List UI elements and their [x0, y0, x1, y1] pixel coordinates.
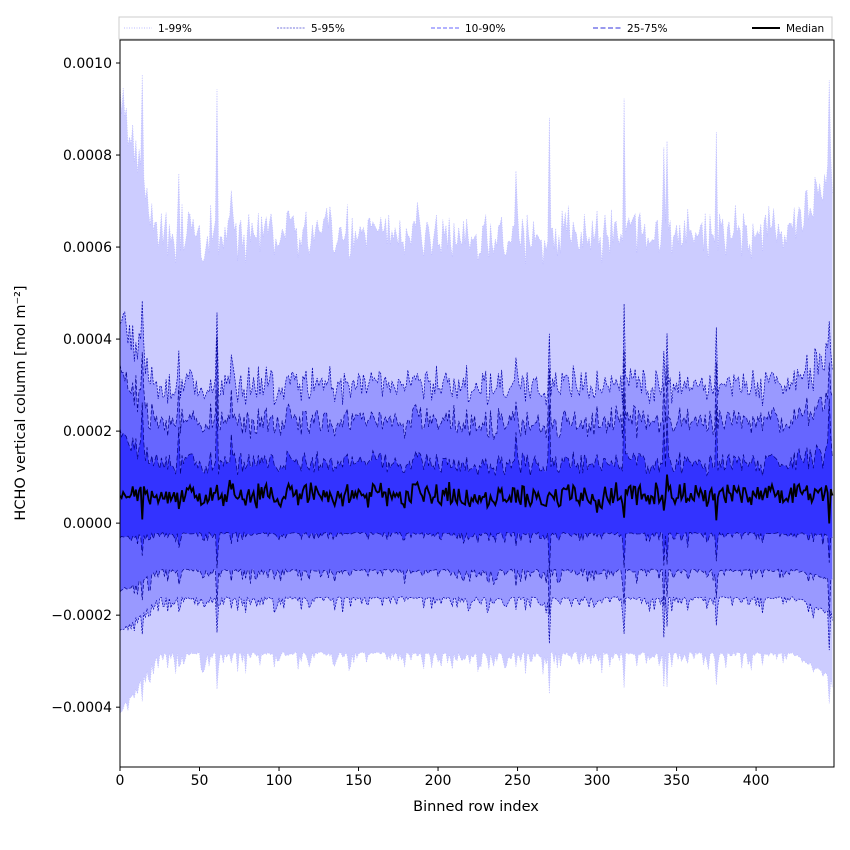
percentile-bands	[120, 74, 833, 713]
percentile-lines	[120, 74, 834, 713]
y-tick-label: 0.0010	[63, 56, 112, 72]
x-tick-label: 200	[425, 773, 452, 789]
legend-label: 5-95%	[311, 23, 345, 35]
legend-label: 25-75%	[627, 23, 668, 35]
y-tick-label: 0.0004	[63, 332, 112, 348]
band-25-75%	[120, 389, 833, 573]
line-10-90%-hi	[120, 336, 833, 440]
y-tick-label: −0.0004	[51, 700, 112, 716]
x-tick-label: 150	[345, 773, 372, 789]
legend-label: 1-99%	[158, 23, 192, 35]
line-5-95%-lo	[120, 595, 833, 651]
y-tick-label: 0.0006	[63, 240, 112, 256]
line-25-75%-lo	[120, 531, 833, 574]
legend-label: Median	[786, 23, 824, 35]
x-axis: 0 50 100 150 200 250 300 350 400	[116, 767, 770, 789]
y-axis: −0.0004 −0.0002 0.0000 0.0002 0.0004 0.0006 0.…	[51, 56, 120, 716]
y-tick-label: 0.0008	[63, 148, 112, 164]
line-5-95%-hi	[120, 300, 833, 406]
legend: 1-99% 5-95% 10-90% 25-75% Median	[118, 16, 833, 40]
legend-label: 10-90%	[465, 23, 506, 35]
x-tick-label: 250	[504, 773, 531, 789]
y-tick-label: −0.0002	[51, 608, 112, 624]
legend-box	[118, 16, 833, 40]
x-tick-label: 350	[663, 773, 690, 789]
x-tick-label: 100	[266, 773, 293, 789]
y-axis-title: HCHO vertical column [mol m⁻²]	[13, 285, 29, 520]
line-1-99%-hi	[120, 74, 833, 265]
median-line	[120, 474, 834, 524]
x-tick-label: 300	[584, 773, 611, 789]
line-10-90%-lo	[120, 568, 833, 618]
y-tick-label: 0.0002	[63, 424, 112, 440]
x-tick-label: 400	[743, 773, 770, 789]
y-tick-label: 0.0000	[63, 516, 112, 532]
x-axis-title: Binned row index	[413, 799, 539, 815]
plot-frame	[119, 39, 835, 768]
x-tick-label: 0	[116, 773, 125, 789]
x-tick-label: 50	[191, 773, 209, 789]
